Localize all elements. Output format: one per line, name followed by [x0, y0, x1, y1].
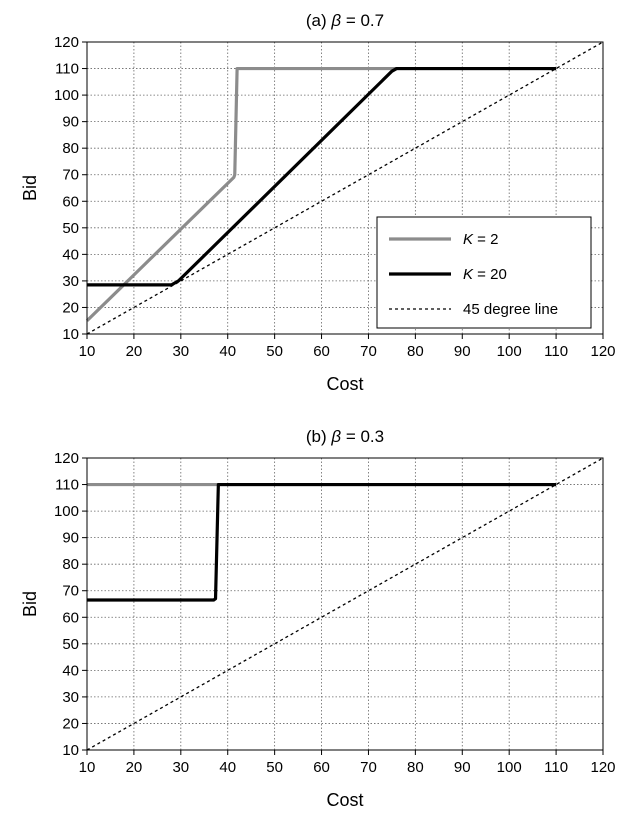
y-tick-label: 50	[62, 636, 79, 653]
y-tick-label: 20	[62, 715, 79, 732]
x-tick-label: 10	[79, 759, 96, 776]
y-tick-label: 120	[54, 34, 79, 51]
chart-panel-a: 10 20 30 40 50 60 70 80 90 100 110 120 10 20 30 40 50 60 7…	[20, 11, 616, 394]
y-tick-label: 50	[62, 220, 79, 237]
y-tick-label: 90	[62, 114, 79, 131]
chart-panel-b: 10 20 30 40 50 60 70 80 90 100 110 120 10 20 30 40 50 60 7…	[20, 427, 616, 810]
y-tick-label: 10	[62, 326, 79, 343]
x-tick-label: 60	[313, 759, 330, 776]
y-tick-label: 10	[62, 742, 79, 759]
y-tick-label: 80	[62, 556, 79, 573]
legend-entry: K = 2	[463, 231, 498, 248]
legend: K = 2 K = 20 45 degree line	[376, 216, 592, 329]
x-tick-label: 100	[497, 759, 522, 776]
y-tick-label: 70	[62, 167, 79, 184]
x-tick-label: 100	[497, 343, 522, 360]
x-axis-label: Cost	[326, 374, 363, 394]
x-tick-label: 20	[126, 759, 143, 776]
plot-frame	[86, 457, 604, 751]
x-tick-label: 10	[79, 343, 96, 360]
series-line-k-20	[87, 482, 557, 602]
series-line-k-20	[87, 66, 557, 287]
x-tick-label: 40	[219, 759, 236, 776]
x-tick-label: 90	[454, 343, 471, 360]
series-line-k-2	[85, 66, 557, 322]
y-tick-label: 40	[62, 246, 79, 263]
y-tick-label: 110	[55, 477, 79, 494]
x-tick-label: 120	[590, 343, 615, 360]
y-tick-label: 30	[62, 689, 79, 706]
y-tick-label: 100	[54, 503, 79, 520]
y-tick-label: 40	[62, 662, 79, 679]
x-tick-label: 110	[544, 343, 568, 360]
x-tick-label: 70	[360, 343, 377, 360]
chart-title: (a) β = 0.7	[306, 11, 384, 30]
y-tick-label: 60	[62, 609, 79, 626]
y-tick-label: 20	[62, 299, 79, 316]
series-line-45-degree-line	[86, 41, 604, 335]
x-tick-label: 30	[172, 759, 189, 776]
x-tick-label: 50	[266, 343, 283, 360]
x-tick-label: 90	[454, 759, 471, 776]
y-tick-label: 90	[62, 530, 79, 547]
legend-entry: K = 20	[463, 266, 507, 283]
y-tick-label: 60	[62, 193, 79, 210]
y-axis-label: Bid	[20, 591, 40, 617]
x-tick-label: 60	[313, 343, 330, 360]
y-tick-label: 110	[55, 61, 79, 78]
x-tick-label: 80	[407, 759, 424, 776]
y-tick-label: 80	[62, 140, 79, 157]
y-axis-label: Bid	[20, 175, 40, 201]
x-tick-label: 50	[266, 759, 283, 776]
y-tick-label: 120	[54, 450, 79, 467]
x-tick-label: 80	[407, 343, 424, 360]
x-tick-label: 120	[590, 759, 615, 776]
x-tick-label: 40	[219, 343, 236, 360]
y-tick-label: 100	[54, 87, 79, 104]
y-tick-label: 30	[62, 273, 79, 290]
x-tick-label: 20	[126, 343, 143, 360]
legend-entry: 45 degree line	[463, 301, 558, 318]
x-axis-label: Cost	[326, 790, 363, 810]
plot-frame	[86, 41, 604, 335]
x-tick-label: 110	[544, 759, 568, 776]
y-tick-label: 70	[62, 583, 79, 600]
x-tick-label: 70	[360, 759, 377, 776]
x-tick-label: 30	[172, 343, 189, 360]
series-line-45-degree-line	[86, 457, 604, 751]
chart-title: (b) β = 0.3	[306, 427, 384, 446]
